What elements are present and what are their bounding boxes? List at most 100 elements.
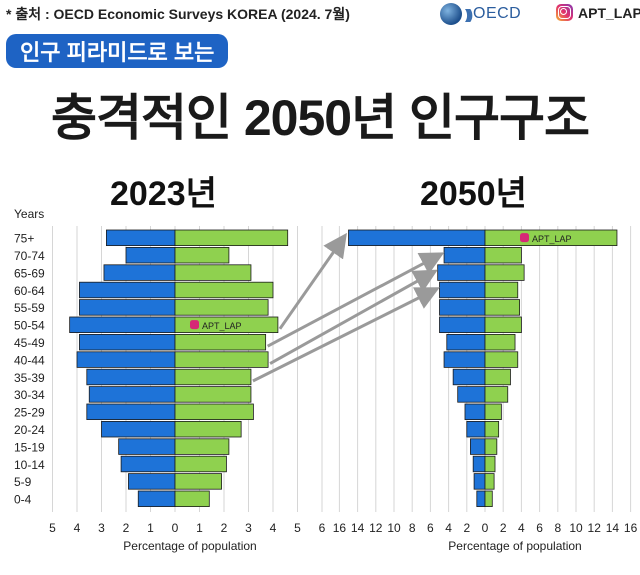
bar-right (174, 281, 274, 299)
x-tick-label: 0 (482, 521, 489, 535)
x-tick-label: 6 (427, 521, 434, 535)
x-tick-label: 16 (624, 521, 638, 535)
instagram-icon (190, 320, 199, 330)
x-tick-label: 4 (74, 521, 81, 535)
bar-right (174, 420, 242, 438)
x-tick-label: 16 (333, 521, 347, 535)
bar-left (466, 420, 486, 438)
bar-left (470, 438, 486, 455)
shift-arrow (266, 252, 445, 348)
bar-left (437, 264, 486, 281)
x-tick-label: 12 (588, 521, 602, 535)
bar-left (120, 455, 176, 473)
bar-right (174, 246, 230, 264)
bar-left (443, 351, 486, 368)
bar-left (69, 316, 176, 334)
bar-right (484, 351, 519, 368)
bar-right (174, 333, 267, 351)
x-tick-label: 12 (369, 521, 383, 535)
bar-left (86, 403, 176, 421)
x-tick-label: 1 (196, 521, 203, 535)
bar-left (439, 316, 486, 334)
x-tick-label: 6 (536, 521, 543, 535)
bar-left (128, 473, 176, 490)
instagram-handle-text: APT_LAP (578, 4, 640, 21)
bar-right (484, 316, 522, 334)
bar-left (348, 229, 486, 247)
x-tick-label: 8 (409, 521, 416, 535)
bar-left (464, 403, 486, 421)
age-group-label: 45-49 (14, 336, 45, 350)
age-group-label: 70-74 (14, 249, 45, 263)
bar-right (484, 246, 522, 264)
shift-arrow (269, 269, 438, 365)
bar-left (125, 246, 176, 264)
bar-right (484, 333, 516, 351)
headline: 충격적인 2050년 인구구조 (50, 90, 590, 146)
bar-left (472, 455, 486, 473)
age-group-label: 35-39 (14, 371, 45, 385)
x-tick-label: 4 (445, 521, 452, 535)
oecd-logo: ))) OECD (440, 3, 521, 25)
bar-right (484, 420, 500, 438)
bar-right (484, 386, 509, 403)
bar-left (86, 368, 176, 386)
bar-right (174, 386, 252, 403)
x-tick-label: 3 (245, 521, 252, 535)
shift-arrow (278, 232, 347, 330)
bar-left (473, 473, 486, 490)
bar-right (174, 403, 254, 421)
bar-right (484, 264, 525, 281)
bar-right (174, 438, 230, 455)
bar-left (103, 264, 176, 281)
age-group-label: 5-9 (14, 475, 32, 489)
age-group-label: 10-14 (14, 458, 45, 472)
instagram-icon (520, 233, 529, 243)
bar-left (476, 490, 486, 508)
age-group-label: 50-54 (14, 319, 45, 333)
age-group-label: 75+ (14, 232, 34, 246)
chart-title-2050: 2050년 (420, 175, 527, 213)
bar-left (457, 386, 486, 403)
x-tick-label: 1 (147, 521, 154, 535)
x-tick-label: 2 (123, 521, 130, 535)
bar-right (484, 438, 498, 455)
age-group-label: 40-44 (14, 353, 45, 367)
bar-left (137, 490, 176, 508)
chart-title-2023: 2023년 (110, 175, 217, 213)
x-axis-title: Percentage of population (448, 539, 581, 553)
bar-right (174, 299, 269, 316)
oecd-logo-text: OECD (473, 5, 522, 22)
age-group-label: 60-64 (14, 284, 45, 298)
x-tick-label: 2 (463, 521, 470, 535)
bar-right (484, 281, 519, 299)
subtitle-pill: 인구 피라미드로 보는 (6, 34, 229, 68)
x-tick-label: 4 (518, 521, 525, 535)
bar-right (484, 299, 520, 316)
x-tick-label: 2 (221, 521, 228, 535)
x-tick-label: 6 (319, 521, 326, 535)
bar-right (174, 264, 252, 281)
bar-left (79, 299, 176, 316)
age-group-label: 65-69 (14, 266, 45, 280)
age-group-label: 55-59 (14, 301, 45, 315)
bar-right (484, 490, 493, 508)
y-axis-title: Years (14, 207, 44, 221)
instagram-icon (556, 4, 573, 21)
bar-right (174, 490, 210, 508)
bar-left (101, 420, 176, 438)
age-group-label: 20-24 (14, 423, 45, 437)
bar-right (484, 229, 618, 247)
bar-right (484, 368, 511, 386)
bar-left (452, 368, 486, 386)
bar-right (174, 455, 227, 473)
age-group-label: 30-34 (14, 388, 45, 402)
age-group-label: 0-4 (14, 493, 32, 507)
bar-right (484, 473, 495, 490)
x-tick-label: 2 (500, 521, 507, 535)
x-tick-label: 8 (554, 521, 561, 535)
age-group-label: 25-29 (14, 406, 45, 420)
globe-icon (440, 3, 462, 25)
source-citation: * 출처 : OECD Economic Surveys KOREA (2024… (6, 6, 350, 22)
